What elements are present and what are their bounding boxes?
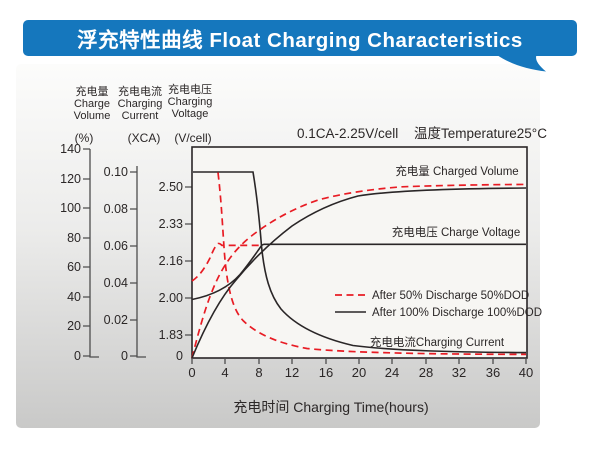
y1-tick: 140 (60, 142, 81, 156)
y1-tick: 120 (60, 172, 81, 186)
curve-volume-50dod (191, 183, 527, 359)
y2-tick: 0 (121, 349, 128, 363)
y3-axis-ticks (185, 186, 192, 336)
title-banner: 浮充特性曲线 Float Charging Characteristics (23, 20, 577, 56)
y2-title-en1: Charging (118, 98, 163, 110)
y3-tick: 0 (176, 349, 183, 363)
y1-title-en1: Charge (74, 98, 110, 110)
y3-title-en2: Voltage (172, 108, 209, 120)
y2-tick: 0.10 (104, 165, 128, 179)
x-tick: 40 (519, 365, 533, 380)
y2-tick: 0.06 (104, 239, 128, 253)
y1-axis-ticks (83, 148, 90, 357)
y1-tick: 100 (60, 201, 81, 215)
legend-label-100dod: After 100% Discharge 100%DOD (372, 307, 542, 319)
legend: After 50% Discharge 50%DOD After 100% Di… (335, 290, 542, 319)
x-tick: 16 (319, 365, 333, 380)
x-tick: 20 (352, 365, 366, 380)
y2-title-en2: Current (122, 110, 159, 122)
axis-headers: 充电量 Charge Volume 充电电流 Charging Current … (74, 82, 213, 145)
x-tick: 12 (285, 365, 299, 380)
chart-title-temperature: 温度Temperature25°C (414, 126, 547, 141)
y2-title-cn: 充电电流 (118, 84, 162, 98)
y1-unit: (%) (75, 131, 94, 145)
x-tick: 36 (486, 365, 500, 380)
x-axis-label: 充电时间 Charging Time(hours) (233, 399, 428, 415)
x-tick: 4 (221, 365, 228, 380)
y2-tick: 0.08 (104, 202, 128, 216)
y3-tick: 2.00 (159, 291, 183, 305)
x-tick: 32 (452, 365, 466, 380)
y1-axis-line (89, 149, 99, 358)
y2-tick: 0.02 (104, 313, 128, 327)
y1-tick: 60 (67, 260, 81, 274)
charging-current-label: 充电电流Charging Current (370, 335, 505, 349)
legend-label-50dod: After 50% Discharge 50%DOD (372, 290, 529, 302)
y3-unit: (V/cell) (174, 131, 211, 145)
y2-unit: (XCA) (128, 131, 161, 145)
y3-tick-labels: 2.50 2.33 2.16 2.00 1.83 0 (159, 180, 183, 363)
plot-area (191, 146, 528, 359)
y3-tick: 2.16 (159, 254, 183, 268)
banner-tail-shape (497, 55, 546, 72)
x-tick-labels: 0 4 8 12 16 20 24 28 32 36 40 (188, 365, 533, 380)
x-tick: 8 (255, 365, 262, 380)
y1-tick: 0 (74, 349, 81, 363)
y2-axis-line (136, 166, 146, 358)
curve-voltage-50dod (191, 242, 263, 282)
y2-tick: 0.04 (104, 276, 128, 290)
y2-axis-ticks (130, 171, 137, 357)
y3-title-cn: 充电电压 (168, 82, 212, 96)
y1-title-cn: 充电量 (76, 84, 109, 98)
y1-tick: 20 (67, 319, 81, 333)
y3-tick: 2.50 (159, 180, 183, 194)
y3-tick: 1.83 (159, 328, 183, 342)
page-title: 浮充特性曲线 Float Charging Characteristics (77, 29, 523, 52)
curve-volume-100dod (191, 187, 527, 359)
y1-title-en2: Volume (74, 110, 111, 122)
curve-current-50dod (217, 172, 527, 356)
charge-voltage-label: 充电电压 Charge Voltage (392, 225, 520, 239)
y3-title-en1: Charging (168, 96, 213, 108)
y1-tick: 80 (67, 231, 81, 245)
x-axis-ticks (191, 358, 527, 364)
y3-tick: 2.33 (159, 217, 183, 231)
x-tick: 28 (419, 365, 433, 380)
chart-title-condition: 0.1CA-2.25V/cell (297, 126, 398, 141)
y1-tick-labels: 140 120 100 80 60 40 20 0 (60, 142, 81, 363)
x-tick: 0 (188, 365, 195, 380)
curve-current-100dod (193, 171, 527, 354)
y1-tick: 40 (67, 290, 81, 304)
charged-volume-label: 充电量 Charged Volume (395, 164, 518, 178)
x-tick: 24 (385, 365, 399, 380)
y2-tick-labels: 0.10 0.08 0.06 0.04 0.02 0 (104, 165, 128, 363)
